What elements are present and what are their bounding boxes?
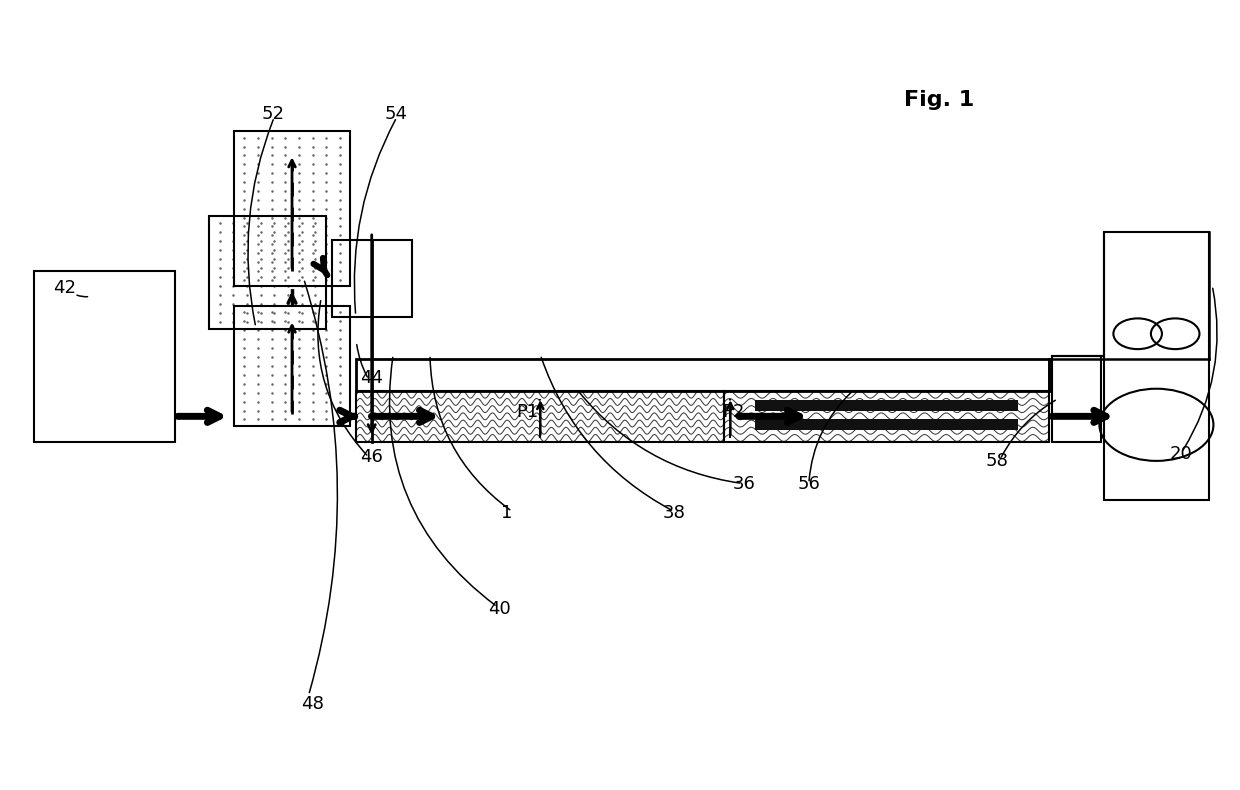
Bar [1105, 232, 1209, 500]
Bar [234, 306, 350, 426]
Bar [755, 419, 1018, 431]
Bar [1052, 356, 1101, 442]
Text: 46: 46 [360, 448, 383, 466]
Bar [33, 271, 175, 442]
Bar [724, 391, 1049, 442]
Text: 48: 48 [301, 695, 324, 713]
Bar [234, 131, 350, 286]
Text: 44: 44 [360, 369, 383, 387]
Text: 40: 40 [487, 600, 511, 619]
Text: P2: P2 [722, 403, 744, 421]
Bar [210, 216, 326, 329]
Bar [755, 401, 1018, 412]
Text: 38: 38 [663, 504, 686, 522]
Text: P1: P1 [516, 403, 538, 421]
Text: 1: 1 [501, 504, 512, 522]
Text: 54: 54 [384, 105, 408, 123]
Bar [332, 240, 412, 318]
Bar [356, 391, 724, 442]
Text: 36: 36 [733, 476, 755, 493]
Text: 52: 52 [262, 105, 285, 123]
Text: 42: 42 [53, 279, 77, 297]
Text: 56: 56 [797, 476, 821, 493]
Text: Fig. 1: Fig. 1 [904, 90, 973, 110]
Bar [356, 359, 1049, 391]
Text: 20: 20 [1169, 445, 1192, 463]
Text: 58: 58 [986, 452, 1008, 470]
